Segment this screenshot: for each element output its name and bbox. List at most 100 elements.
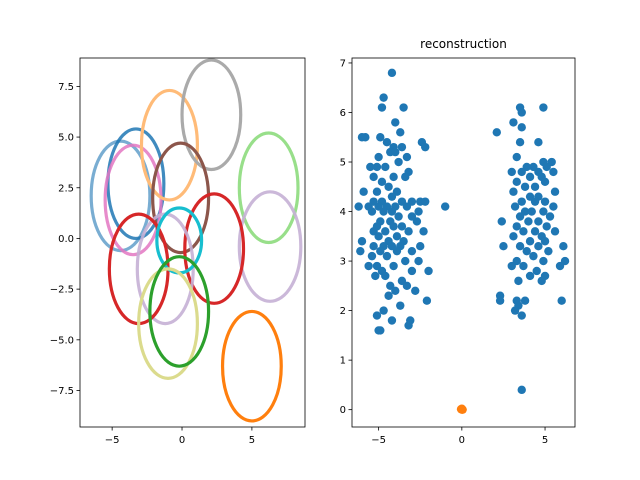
right-axes: reconstruction −5 0 5 0 1 2 3 4 5 6 7: [340, 37, 576, 446]
right-point-s0-94: [396, 301, 405, 310]
right-point-s0-140: [534, 217, 543, 226]
right-point-s0-104: [517, 108, 526, 117]
right-point-s0-86: [371, 271, 380, 281]
left-ellipse-12: [137, 267, 199, 380]
right-point-s0-73: [392, 246, 402, 256]
right-point-s0-20: [372, 162, 382, 172]
right-ytick-label-5: 5: [340, 158, 346, 169]
right-xtick-label-0: −5: [371, 435, 386, 446]
right-point-s0-145: [550, 227, 560, 236]
right-point-s0-99: [404, 321, 413, 330]
right-point-s0-75: [367, 251, 377, 261]
right-point-s0-152: [499, 242, 508, 251]
right-point-s0-119: [517, 167, 526, 177]
right-point-s0-6: [376, 133, 385, 142]
right-point-s0-105: [509, 118, 518, 127]
right-point-s0-80: [389, 261, 398, 271]
left-ellipse-14: [220, 309, 283, 423]
right-point-s0-34: [421, 197, 430, 206]
right-point-s0-1: [379, 93, 388, 102]
right-point-s0-103: [539, 103, 548, 112]
left-ytick-label-3: 0.0: [58, 234, 74, 245]
right-point-s0-124: [530, 182, 540, 191]
left-axes-frame: [79, 57, 306, 428]
right-point-s0-169: [537, 276, 546, 286]
right-point-s0-175: [495, 296, 505, 305]
left-ytick-label-2: −2.5: [50, 285, 74, 296]
right-ytick-label-7: 7: [340, 58, 346, 69]
right-point-s0-118: [549, 167, 558, 177]
right-point-s0-108: [515, 138, 525, 147]
right-point-s0-172: [520, 296, 530, 305]
right-point-s0-123: [540, 177, 550, 187]
right-point-s0-24: [389, 172, 398, 182]
right-point-s0-154: [534, 242, 543, 251]
right-point-s0-141: [497, 217, 506, 226]
right-point-s0-157: [544, 246, 553, 256]
right-point-s0-165: [532, 266, 541, 276]
right-point-s0-158: [529, 251, 538, 261]
right-point-s0-77: [414, 256, 423, 266]
right-point-s0-98: [387, 316, 397, 325]
right-point-s0-106: [517, 123, 526, 132]
left-ytick-label-6: 7.5: [58, 82, 74, 93]
right-point-s0-23: [369, 172, 378, 182]
right-point-s0-150: [525, 237, 535, 246]
left-xtick-label-0: −5: [105, 435, 120, 446]
right-point-s0-47: [379, 207, 388, 216]
right-point-s0-90: [391, 286, 400, 295]
right-point-s0-15: [391, 147, 400, 157]
right-point-s0-122: [512, 177, 521, 187]
right-point-s0-85: [381, 271, 390, 281]
right-xtick-label-1: 0: [459, 435, 465, 446]
left-ticks: −5 0 5 −7.5 −5.0 −2.5 0.0 2.5 5.0 7.5: [50, 82, 255, 446]
right-point-s0-107: [492, 128, 501, 137]
right-point-s0-17: [402, 152, 412, 162]
right-point-s0-96: [372, 311, 382, 320]
right-point-s0-163: [555, 261, 565, 271]
right-point-s0-11: [421, 142, 430, 152]
right-point-s0-71: [356, 246, 365, 256]
right-point-s0-46: [367, 207, 377, 216]
right-point-s0-59: [404, 227, 413, 236]
right-point-s0-83: [424, 266, 433, 276]
right-point-s0-3: [399, 103, 408, 112]
right-point-s0-38: [440, 202, 450, 211]
right-point-s0-39: [354, 202, 363, 211]
right-point-s0-177: [517, 311, 526, 320]
right-point-s0-142: [524, 217, 533, 226]
right-point-s0-2: [377, 103, 387, 112]
right-point-s0-132: [530, 197, 540, 206]
right-point-s0-70: [416, 242, 425, 251]
right-point-s0-91: [411, 286, 420, 295]
right-ytick-label-3: 3: [340, 257, 346, 268]
left-ellipse-4: [180, 58, 243, 172]
left-ellipse-1: [106, 127, 166, 241]
right-point-s0-116: [507, 167, 516, 177]
right-point-s0-21: [381, 162, 390, 172]
right-ytick-label-1: 1: [340, 356, 346, 367]
right-point-s0-28: [372, 187, 382, 196]
right-point-s0-48: [387, 207, 397, 216]
right-point-s0-168: [514, 276, 523, 286]
right-point-s0-0: [387, 68, 397, 78]
right-point-s0-136: [539, 207, 548, 216]
right-point-s0-89: [402, 281, 412, 291]
right-point-s0-5: [396, 128, 405, 137]
right-point-s0-146: [519, 227, 528, 236]
right-ytick-label-4: 4: [340, 207, 346, 218]
left-ellipse-2: [103, 143, 163, 257]
right-point-s0-131: [540, 197, 550, 206]
right-point-s0-26: [377, 177, 387, 187]
left-ellipse-13: [148, 255, 211, 368]
right-point-s0-62: [392, 232, 402, 241]
right-point-s0-144: [542, 222, 551, 231]
left-ellipse-6: [151, 141, 211, 255]
right-point-s0-82: [407, 266, 417, 276]
right-point-s0-81: [364, 261, 373, 271]
right-point-s0-13: [397, 142, 407, 152]
right-point-s0-93: [422, 296, 432, 305]
right-point-s0-65: [357, 237, 367, 246]
right-point-s0-30: [359, 187, 368, 196]
